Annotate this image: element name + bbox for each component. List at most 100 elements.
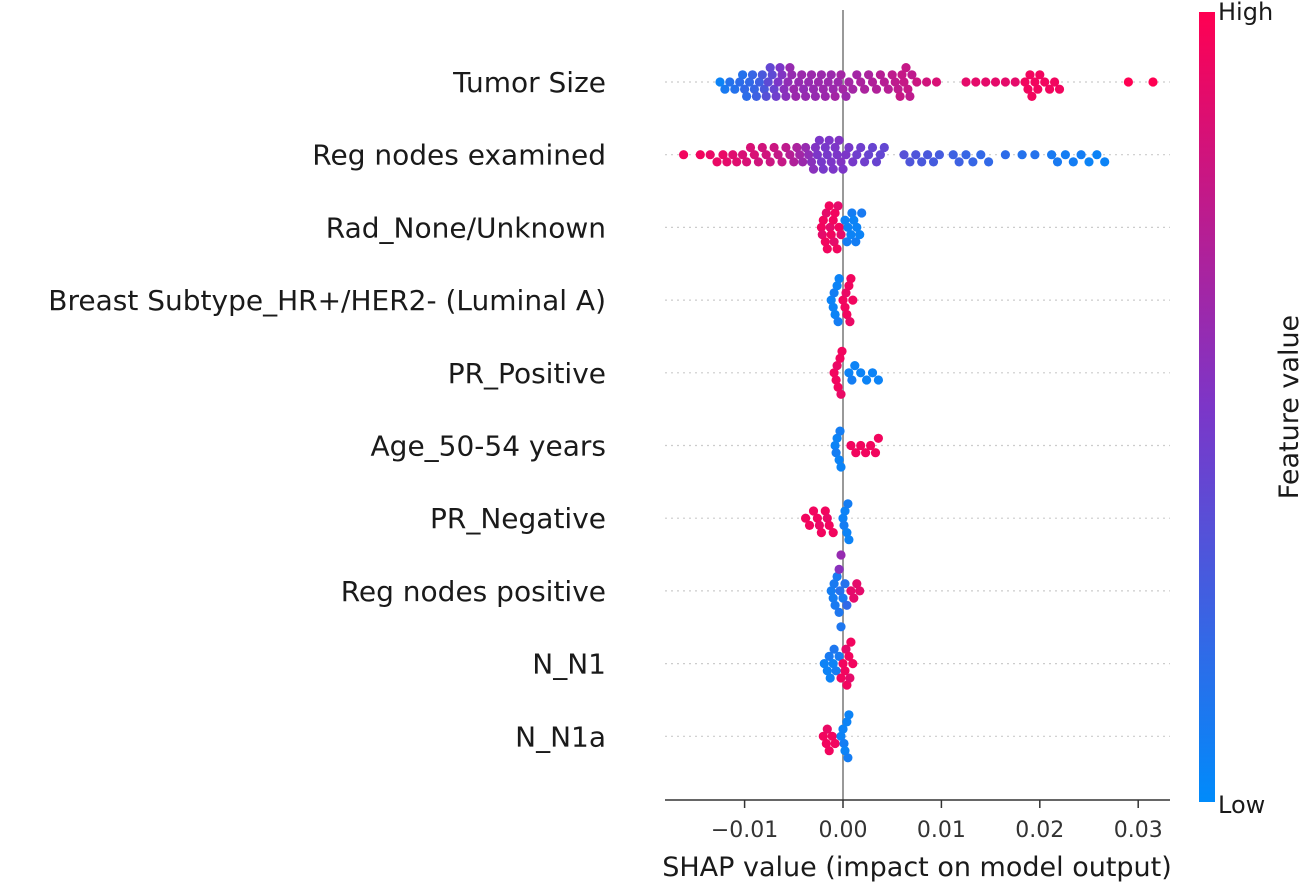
shap-point [817,230,827,240]
shap-point [838,84,848,94]
shap-point [824,201,834,211]
shap-point [829,237,839,247]
colorbar-title: Feature value [1274,315,1299,499]
shap-point [834,455,844,465]
shap-point [971,77,981,87]
shap-point [948,150,958,160]
shap-point [830,309,840,320]
shap-point [820,506,830,516]
shap-point [842,680,852,690]
shap-point [808,84,819,94]
shap-point [718,150,728,160]
shap-point [890,77,900,87]
feature-label: Rad_None/Unknown [326,211,606,244]
x-axis-ticks: −0.01 0.00 0.01 0.02 0.03 [711,800,1163,843]
shap-point [828,215,838,225]
shap-point [840,215,850,225]
shap-point [745,142,756,153]
shap-point [828,593,838,603]
shap-point [797,70,807,80]
feature-gridlines [665,81,1170,737]
shap-point [867,142,878,153]
shap-point [852,150,862,160]
feature-label: Age_50-54 years [371,430,606,463]
shap-point [824,651,834,662]
shap-point [1000,150,1011,160]
shap-point [855,586,865,596]
shap-point [826,230,836,240]
x-tick-label: 0.02 [1015,818,1064,843]
shap-point [679,150,689,160]
shap-point [821,208,831,218]
shap-point [848,295,858,305]
shap-point [834,564,844,575]
shap-point [871,157,882,167]
shap-point [841,644,851,654]
shap-point [1035,70,1045,80]
shap-point [1017,150,1027,160]
shap-point [840,579,850,589]
shap-point [785,150,795,160]
x-tick-label: 0.03 [1114,818,1163,843]
feature-label: PR_Negative [430,502,606,535]
shap-point [838,513,848,523]
shap-point [818,731,828,741]
shap-point [823,77,833,87]
feature-label: Reg nodes positive [341,575,606,608]
shap-point [773,77,783,87]
shap-point [1047,150,1057,160]
shap-point [1148,77,1158,87]
shap-point [887,70,897,80]
shap-point [840,666,850,676]
shap-point [832,571,842,582]
shap-point [767,70,777,80]
shap-point [839,738,849,749]
shap-point [777,70,787,80]
shap-point [897,70,907,80]
shap-point [834,651,844,662]
shap-point [819,659,829,669]
shap-point [907,70,917,80]
shap-point [981,77,991,87]
shap-point [846,637,856,647]
shap-point [1092,150,1102,160]
shap-point [835,426,845,436]
shap-point [812,513,823,523]
shap-point [836,157,846,167]
shap-point [873,375,884,385]
shap-point [824,135,834,145]
shap-point [846,230,856,240]
shap-point [771,91,781,101]
shap-point [841,150,851,160]
shap-point [742,91,752,101]
shap-point [801,513,811,523]
shap-point [1030,77,1040,87]
shap-point [757,70,767,80]
shap-point [838,593,848,603]
shap-point [833,77,843,87]
shap-point [838,295,848,305]
shap-point [905,91,915,101]
shap-point [818,84,828,94]
shap-point [827,731,837,741]
shap-point [779,84,789,94]
feature-label: N_N1 [532,648,606,681]
shap-point [732,157,742,167]
shap-point [875,150,886,160]
feature-label: PR_Positive [448,357,606,390]
shap-point [804,77,814,87]
shap-point [831,448,841,458]
colorbar-high-label: High [1218,0,1273,26]
shap-point [852,579,862,589]
shap-point [695,150,705,160]
shap-point [828,528,838,538]
shap-point [826,157,836,167]
shap-point [836,673,846,683]
shap-point [984,157,994,167]
shap-point [738,150,748,160]
shap-point [830,440,840,451]
shap-point [841,91,851,101]
shap-point [822,724,832,734]
shap-point [814,135,825,145]
shap-point [810,142,821,153]
